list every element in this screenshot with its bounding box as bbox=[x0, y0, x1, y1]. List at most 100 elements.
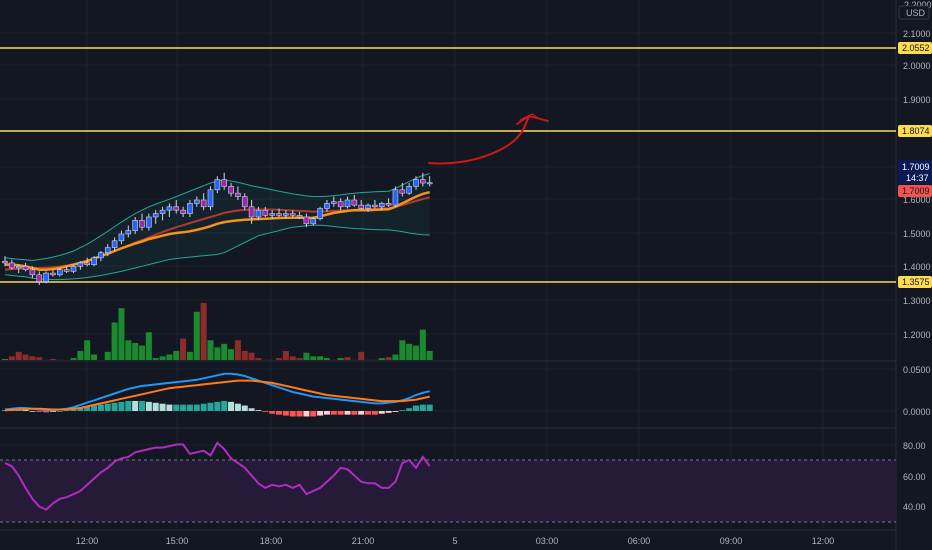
bear-candle bbox=[200, 193, 207, 211]
bear-candle bbox=[372, 200, 378, 209]
volume-bar bbox=[91, 354, 98, 360]
time-axis-label: 03:00 bbox=[536, 536, 559, 546]
volume-bar bbox=[392, 354, 399, 360]
volume-bar bbox=[344, 357, 351, 360]
bear-candle bbox=[50, 269, 56, 277]
volume-bar bbox=[36, 357, 43, 360]
volume-bar bbox=[323, 358, 330, 360]
price-axis-label: 1.9000 bbox=[903, 95, 931, 105]
volume-bar bbox=[426, 350, 433, 360]
volume-bar bbox=[145, 332, 152, 360]
rsi-band bbox=[0, 460, 896, 522]
bear-candle bbox=[139, 213, 145, 231]
currency-badge[interactable] bbox=[898, 5, 930, 20]
bear-candle bbox=[228, 183, 234, 197]
bear-candle bbox=[276, 208, 282, 217]
macd-histogram bbox=[2, 400, 433, 417]
macd-axis-label: 0.0000 bbox=[903, 407, 931, 417]
volume-bar bbox=[125, 340, 132, 360]
bull-candle bbox=[283, 210, 289, 219]
volume-bar bbox=[303, 352, 310, 360]
ema-fast-line bbox=[5, 190, 430, 271]
bull-candle bbox=[269, 210, 275, 219]
macd-histogram-bar bbox=[56, 411, 63, 412]
macd-histogram-bar bbox=[269, 411, 276, 414]
price-tag-low: 1.3575 bbox=[898, 276, 932, 288]
macd-histogram-bar bbox=[36, 411, 43, 412]
volume-bar bbox=[289, 356, 296, 360]
macd-histogram-bar bbox=[207, 402, 214, 411]
macd-histogram-bar bbox=[173, 404, 180, 411]
time-axis-label: 5 bbox=[452, 536, 457, 546]
macd-histogram-bar bbox=[365, 411, 372, 415]
bull-candle bbox=[392, 186, 399, 207]
bear-candle bbox=[358, 200, 365, 211]
bear-candle bbox=[36, 271, 43, 285]
volume-bar bbox=[84, 340, 91, 360]
macd-histogram-bar bbox=[282, 411, 289, 416]
volume-bar bbox=[419, 329, 426, 360]
candlesticks bbox=[2, 172, 433, 285]
svg-text:1.7009: 1.7009 bbox=[902, 162, 930, 172]
bollinger-lower-line bbox=[4, 224, 430, 281]
svg-text:1.7009: 1.7009 bbox=[902, 186, 930, 196]
macd-histogram-bar bbox=[186, 404, 193, 411]
macd-histogram-bar bbox=[118, 401, 125, 411]
ma-value-tag: 1.7009 bbox=[898, 185, 932, 197]
macd-line bbox=[4, 372, 430, 412]
bull-candle bbox=[91, 256, 97, 267]
volume-axis-label: 1.2000 bbox=[903, 330, 931, 340]
bear-candle bbox=[289, 210, 296, 217]
volume-bar bbox=[337, 358, 344, 360]
volume-bar bbox=[49, 358, 56, 360]
bull-candle bbox=[310, 217, 317, 226]
macd-histogram-bar bbox=[70, 409, 77, 411]
macd-histogram-bar bbox=[371, 411, 378, 415]
bull-candle bbox=[324, 200, 330, 212]
volume-bar bbox=[228, 349, 235, 360]
price-axis[interactable]: 2.2000 USD 2.1000 2.0000 1.9000 1.6000 1… bbox=[898, 0, 932, 272]
currency-label: USD bbox=[906, 8, 926, 18]
time-axis-label: 09:00 bbox=[720, 536, 743, 546]
time-axis[interactable]: 12:00 15:00 18:00 21:00 5 03:00 06:00 09… bbox=[76, 536, 835, 546]
time-axis-label: 15:00 bbox=[166, 536, 189, 546]
bear-candle bbox=[235, 186, 241, 200]
svg-text:2.0552: 2.0552 bbox=[902, 43, 930, 53]
bull-candle bbox=[104, 244, 111, 257]
price-axis-label: 2.0000 bbox=[903, 61, 931, 71]
bull-candle bbox=[56, 268, 63, 277]
macd-histogram-bar bbox=[104, 403, 111, 411]
bear-candle bbox=[63, 266, 70, 274]
volume-bar bbox=[413, 345, 419, 360]
macd-histogram-bar bbox=[84, 406, 91, 411]
bull-candle bbox=[70, 264, 77, 274]
bull-candle bbox=[365, 203, 371, 212]
bull-candle bbox=[43, 271, 49, 284]
volume-bar bbox=[132, 342, 139, 360]
bull-candle bbox=[77, 261, 84, 270]
bull-candle bbox=[187, 200, 193, 217]
volume-bar bbox=[15, 351, 22, 360]
time-axis-label: 12:00 bbox=[812, 536, 835, 546]
price-tag-high: 2.0552 bbox=[898, 42, 932, 54]
bear-candle bbox=[385, 198, 392, 207]
macd-histogram-bar bbox=[43, 411, 50, 413]
volume-bar bbox=[180, 338, 187, 360]
macd-histogram-bar bbox=[139, 400, 145, 411]
projection-arrow[interactable] bbox=[428, 113, 549, 165]
volume-bar bbox=[248, 352, 255, 360]
bear-candle bbox=[180, 206, 186, 217]
bull-candle bbox=[426, 176, 433, 187]
volume-bar bbox=[8, 356, 15, 360]
macd-histogram-bar bbox=[406, 408, 413, 411]
volume-bar bbox=[166, 354, 173, 360]
volume-bar bbox=[385, 357, 392, 360]
macd-histogram-bar bbox=[337, 411, 344, 415]
macd-histogram-bar bbox=[419, 404, 426, 411]
macd-axis-label: 0.0500 bbox=[903, 365, 931, 375]
volume-bar bbox=[282, 350, 289, 360]
macd-histogram-bar bbox=[330, 411, 337, 415]
macd-histogram-bar bbox=[228, 401, 235, 411]
